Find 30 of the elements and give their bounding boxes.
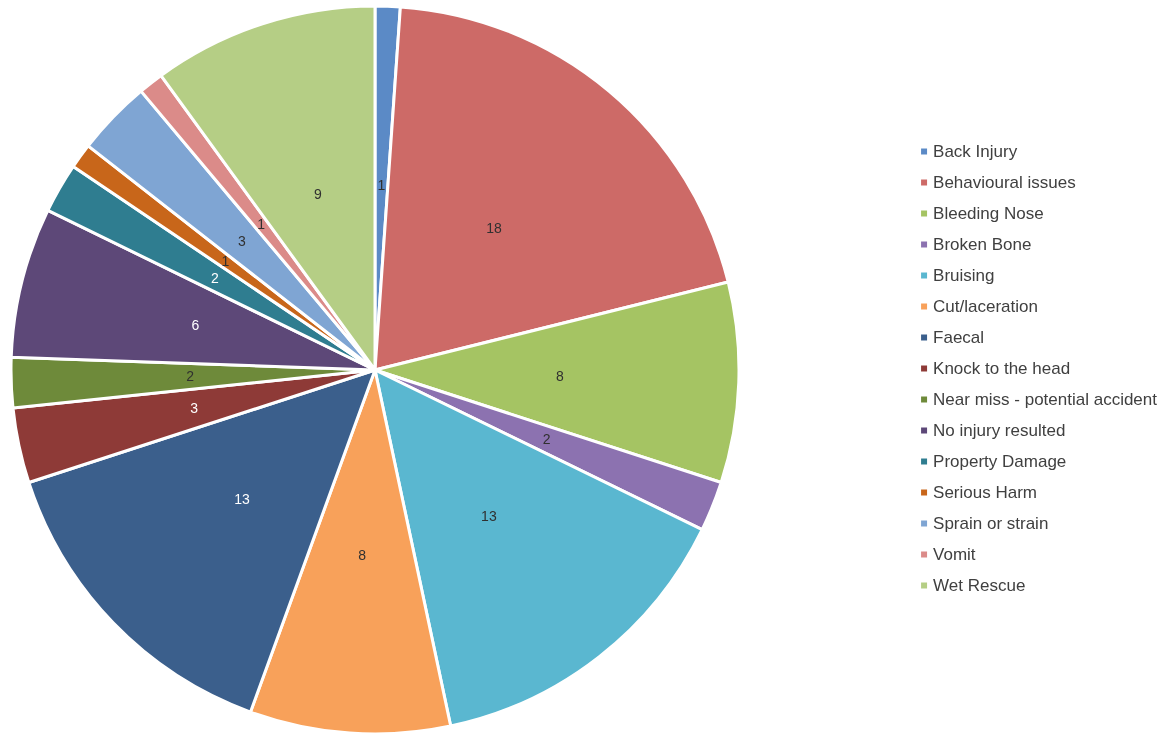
data-label: 1 [257,216,266,233]
data-label: 13 [481,507,497,524]
legend-label: Bruising [933,266,995,285]
legend-label: Wet Rescue [933,576,1026,595]
legend-label: Sprain or strain [933,514,1049,533]
legend-label: Behavioural issues [933,173,1076,192]
data-label: 2 [542,431,551,448]
legend-label: No injury resulted [933,421,1066,440]
legend-label: Property Damage [933,452,1067,471]
data-label: 1 [221,253,230,270]
legend-label: Back Injury [933,142,1018,161]
legend-label: Bleeding Nose [933,204,1044,223]
legend-label: Knock to the head [933,359,1071,378]
data-label: 13 [234,490,250,507]
data-label: 8 [358,546,367,563]
data-label: 3 [238,233,247,250]
legend-label: Broken Bone [933,235,1032,254]
legend-label: Near miss - potential accident [933,390,1158,409]
legend-label: Serious Harm [933,483,1037,502]
data-label: 2 [210,269,219,286]
data-label: 3 [190,400,199,417]
data-label: 9 [313,186,322,203]
data-label: 6 [191,317,200,334]
legend-label: Vomit [933,545,976,564]
legend-label: Cut/laceration [933,297,1038,316]
data-label: 18 [486,220,502,237]
data-label: 1 [377,177,386,194]
data-label: 8 [555,368,564,385]
data-label: 2 [186,368,195,385]
legend-label: Faecal [933,328,985,347]
